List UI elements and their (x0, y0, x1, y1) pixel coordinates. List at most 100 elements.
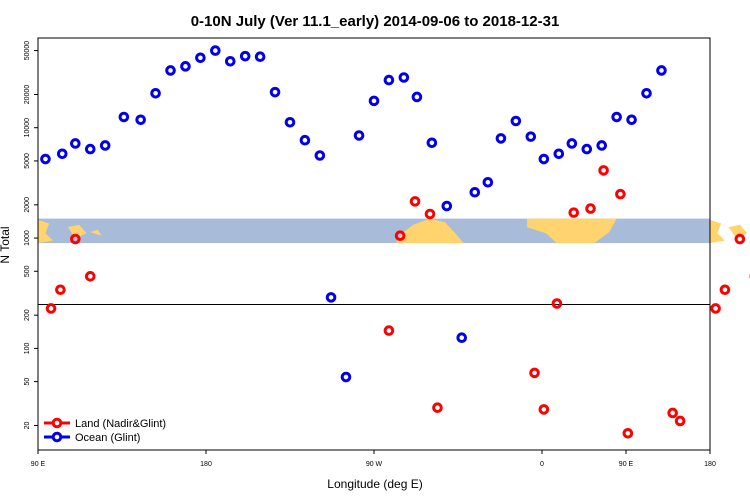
land-point (538, 404, 550, 415)
y-tick-label: 10000 (24, 118, 31, 138)
map-strip-land (396, 218, 464, 244)
land-point (598, 165, 609, 176)
ocean-point (398, 72, 410, 83)
x-tick-label: 0 (540, 461, 544, 468)
x-tick-label: 180 (200, 461, 212, 468)
ocean-point (538, 153, 550, 165)
land-point (432, 402, 443, 414)
ocean-point (340, 371, 352, 383)
ocean-point (456, 332, 468, 343)
land-point (568, 207, 580, 218)
ocean-point (284, 116, 296, 128)
ocean-point (210, 45, 221, 56)
land-point (70, 233, 81, 245)
ocean-point (84, 143, 96, 155)
land-point (667, 407, 678, 419)
ocean-point (254, 51, 266, 62)
ocean-point (656, 65, 667, 76)
plot-frame (37, 37, 711, 451)
land-point (674, 415, 686, 427)
land-point (394, 230, 406, 242)
ocean-point (525, 131, 537, 142)
ocean-point (325, 292, 337, 303)
ocean-point (482, 177, 494, 188)
ocean-point (441, 200, 453, 212)
data-points (40, 45, 750, 439)
map-strip-land (527, 218, 617, 244)
axes: 20 50 100 200 500 1000 2000 5000 10000 20000 50000… (24, 37, 716, 468)
legend-marker (51, 431, 63, 443)
ocean-point (383, 74, 395, 86)
ocean-point (239, 50, 251, 62)
land-point (622, 428, 634, 439)
map-strip-land (90, 229, 102, 236)
y-tick-label: 200 (24, 309, 31, 321)
ocean-point (165, 65, 176, 76)
ocean-point (641, 88, 652, 99)
ocean-point (626, 114, 637, 126)
x-tick-label: 180 (704, 461, 716, 468)
land-point (409, 196, 421, 207)
ocean-point (596, 140, 608, 151)
legend: Land (Nadir&Glint) Ocean (Glint) (44, 417, 166, 444)
land-point (615, 188, 626, 200)
ocean-point (469, 186, 481, 198)
ocean-point (56, 148, 68, 160)
land-point (585, 203, 596, 214)
y-tick-label: 2000 (24, 197, 31, 213)
legend-label: Ocean (Glint) (75, 432, 140, 444)
y-tick-label: 20000 (24, 85, 31, 105)
y-axis-label: N Total (0, 226, 12, 263)
ocean-point (553, 148, 565, 160)
ocean-point (581, 143, 593, 155)
land-point (529, 367, 540, 379)
land-point (734, 233, 746, 245)
y-tick-label: 5000 (24, 153, 31, 169)
map-strip-land (710, 219, 725, 244)
x-tick-label: 90 E (31, 461, 46, 468)
land-series (45, 165, 750, 439)
x-minor-tick-label: 90 E (619, 461, 634, 468)
chart-title: 0-10N July (Ver 11.1_early) 2014-09-06 t… (191, 13, 560, 30)
ocean-point (314, 150, 326, 161)
ocean-point (135, 114, 146, 126)
land-point (383, 325, 395, 336)
legend-marker (51, 417, 63, 429)
ocean-point (368, 95, 380, 107)
ocean-point (495, 133, 507, 144)
y-tick-label: 50 (24, 378, 31, 386)
ocean-point (611, 111, 622, 123)
land-point (719, 284, 731, 296)
land-point (45, 303, 57, 314)
ocean-point (411, 91, 423, 103)
world-map-strip (38, 218, 748, 244)
ocean-point (426, 137, 438, 149)
y-tick-label: 1000 (24, 230, 31, 246)
ocean-point (566, 138, 578, 149)
legend-label: Land (Nadir&Glint) (75, 418, 166, 430)
ocean-point (269, 86, 281, 98)
ocean-point (180, 61, 191, 72)
land-point (551, 298, 563, 309)
y-tick-label: 500 (24, 265, 31, 277)
ocean-point (224, 55, 236, 67)
land-point (710, 303, 721, 314)
ocean-point (40, 153, 51, 165)
y-tick-label: 100 (24, 342, 31, 354)
x-tick-label: 90 W (366, 461, 383, 468)
ocean-point (118, 111, 130, 123)
ocean-point (510, 115, 522, 127)
land-point (424, 208, 436, 220)
map-strip-land (67, 224, 87, 239)
land-point (84, 271, 96, 282)
ocean-point (150, 88, 161, 99)
y-tick-label: 50000 (24, 41, 31, 61)
x-axis-label: Longitude (deg E) (327, 477, 422, 491)
ocean-point (70, 138, 81, 149)
y-tick-label: 20 (24, 422, 31, 430)
ocean-point (353, 130, 365, 141)
land-point (55, 284, 66, 296)
ocean-series (40, 45, 667, 383)
ocean-point (299, 134, 311, 146)
